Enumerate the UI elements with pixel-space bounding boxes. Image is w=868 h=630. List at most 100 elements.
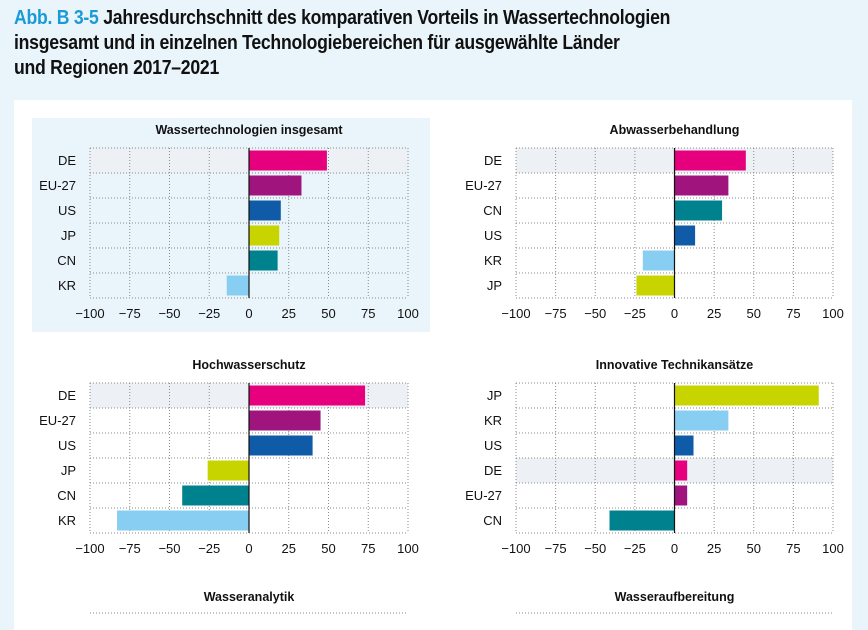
x-tick-label: −25 (624, 306, 646, 321)
bar-jp (636, 275, 675, 296)
x-tick-label: −75 (545, 541, 567, 556)
x-tick-label: −50 (158, 541, 180, 556)
chart-title: Hochwasserschutz (192, 358, 305, 372)
x-tick-label: −25 (198, 541, 220, 556)
category-label: EU-27 (465, 178, 502, 193)
x-tick-label: 50 (747, 306, 761, 321)
category-label: JP (487, 278, 502, 293)
category-label: US (58, 203, 76, 218)
category-label: KR (484, 413, 502, 428)
x-tick-label: −75 (119, 306, 141, 321)
bar-de (249, 385, 366, 406)
bar-us (249, 435, 313, 456)
category-label: EU-27 (39, 178, 76, 193)
chart-title: Wassertechnologien insgesamt (155, 123, 343, 137)
chart-title: Wasseranalytik (204, 590, 295, 604)
category-label: JP (61, 463, 76, 478)
bar-eu-27 (249, 410, 321, 431)
x-tick-label: −25 (198, 306, 220, 321)
figure-title-line-1: Jahresdurchschnitt des komparativen Vort… (103, 6, 671, 29)
x-tick-label: −100 (75, 541, 104, 556)
x-tick-label: 75 (786, 541, 800, 556)
chart-4: Innovative Technikansätze JP KR US DE EU-27 CN… (465, 358, 844, 556)
chart-6: Wasseraufbereitung (516, 590, 833, 614)
bar-de (674, 460, 688, 481)
figure-title-line-2: insgesamt und in einzelnen Technologiebe… (14, 31, 620, 54)
bar-kr (117, 510, 249, 531)
category-label: KR (58, 513, 76, 528)
figure-number: Abb. B 3-5 (14, 6, 99, 29)
category-label: EU-27 (465, 488, 502, 503)
bar-us (249, 200, 281, 221)
category-label: KR (484, 253, 502, 268)
bar-cn (249, 250, 278, 271)
category-label: JP (61, 228, 76, 243)
x-tick-label: 100 (822, 306, 844, 321)
chart-5: Wasseranalytik (90, 590, 408, 614)
x-tick-label: 75 (361, 541, 375, 556)
bar-cn (182, 485, 249, 506)
bar-us (674, 435, 694, 456)
x-tick-label: 0 (245, 306, 252, 321)
bar-eu-27 (674, 175, 729, 196)
x-tick-label: 25 (707, 306, 721, 321)
x-tick-label: −50 (584, 541, 606, 556)
category-label: JP (487, 388, 502, 403)
x-tick-label: −50 (158, 306, 180, 321)
x-tick-label: −50 (584, 306, 606, 321)
category-label: CN (483, 513, 502, 528)
category-label: DE (58, 388, 76, 403)
bar-jp (207, 460, 249, 481)
bar-jp (249, 225, 280, 246)
bar-de (249, 150, 327, 171)
x-tick-label: −75 (119, 541, 141, 556)
chart-3: Hochwasserschutz DE EU-27 US JP CN KR −100 −75 −5… (39, 358, 419, 556)
category-label: US (484, 438, 502, 453)
bar-kr (642, 250, 675, 271)
x-tick-label: 75 (786, 306, 800, 321)
x-tick-label: 25 (282, 541, 296, 556)
x-tick-label: −100 (75, 306, 104, 321)
x-tick-label: 0 (671, 541, 678, 556)
x-tick-label: 50 (747, 541, 761, 556)
x-tick-label: −100 (501, 306, 530, 321)
bar-eu-27 (674, 485, 688, 506)
x-tick-label: 0 (245, 541, 252, 556)
x-tick-label: −25 (624, 541, 646, 556)
x-tick-label: 50 (321, 541, 335, 556)
x-tick-label: 25 (707, 541, 721, 556)
figure-title-line-3: und Regionen 2017–2021 (14, 56, 219, 79)
bar-kr (674, 410, 729, 431)
figure-title: Abb. B 3-5 Jahresdurchschnitt des kompar… (14, 5, 857, 80)
category-label: DE (484, 463, 502, 478)
x-tick-label: −75 (545, 306, 567, 321)
x-tick-label: 0 (671, 306, 678, 321)
x-tick-label: 75 (361, 306, 375, 321)
category-label: US (58, 438, 76, 453)
chart-title: Innovative Technikansätze (596, 358, 754, 372)
category-label: US (484, 228, 502, 243)
bar-cn (674, 200, 723, 221)
chart-2: Abwasserbehandlung DE EU-27 CN US KR JP −100 −75… (465, 123, 844, 321)
x-tick-label: 100 (822, 541, 844, 556)
x-tick-label: −100 (501, 541, 530, 556)
bar-de (674, 150, 746, 171)
bar-cn (609, 510, 675, 531)
x-tick-label: 50 (321, 306, 335, 321)
bar-kr (226, 275, 249, 296)
bar-eu-27 (249, 175, 302, 196)
x-tick-label: 100 (397, 306, 419, 321)
category-label: CN (57, 488, 76, 503)
chart-title: Wasseraufbereitung (615, 590, 735, 604)
category-label: CN (483, 203, 502, 218)
category-label: DE (484, 153, 502, 168)
x-tick-label: 25 (282, 306, 296, 321)
chart-title: Abwasserbehandlung (610, 123, 740, 137)
category-label: DE (58, 153, 76, 168)
bar-jp (674, 385, 819, 406)
bar-us (674, 225, 696, 246)
x-tick-label: 100 (397, 541, 419, 556)
chart-1: Wassertechnologien insgesamt DE EU-27 US JP C… (39, 123, 419, 321)
category-label: KR (58, 278, 76, 293)
